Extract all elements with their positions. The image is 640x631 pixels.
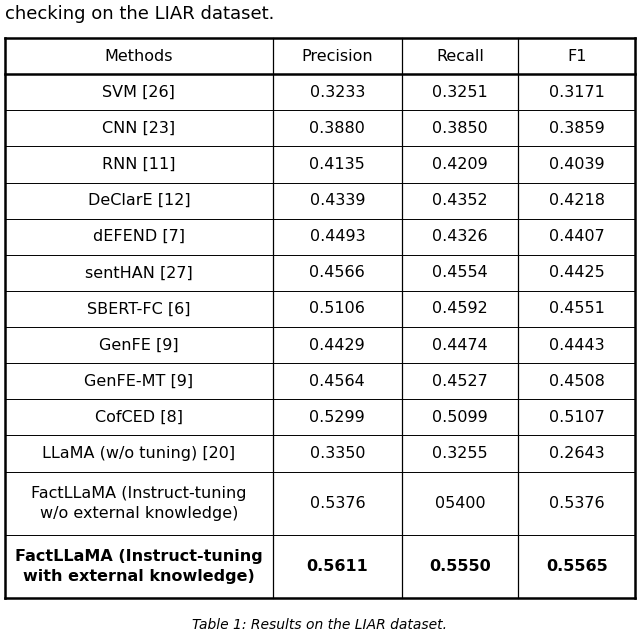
Text: 0.4429: 0.4429 xyxy=(310,338,365,353)
Text: 0.4339: 0.4339 xyxy=(310,193,365,208)
Text: 0.3850: 0.3850 xyxy=(432,121,488,136)
Text: 0.3233: 0.3233 xyxy=(310,85,365,100)
Text: 0.3255: 0.3255 xyxy=(433,446,488,461)
Text: 0.4209: 0.4209 xyxy=(432,157,488,172)
Text: 0.5106: 0.5106 xyxy=(309,302,365,317)
Text: SVM [26]: SVM [26] xyxy=(102,85,175,100)
Text: 0.5611: 0.5611 xyxy=(307,559,368,574)
Text: 0.4508: 0.4508 xyxy=(548,374,605,389)
Text: 0.5565: 0.5565 xyxy=(546,559,607,574)
Text: 0.5376: 0.5376 xyxy=(310,496,365,510)
Text: FactLLaMA (Instruct-tuning
w/o external knowledge): FactLLaMA (Instruct-tuning w/o external … xyxy=(31,486,246,521)
Text: checking on the LIAR dataset.: checking on the LIAR dataset. xyxy=(5,5,275,23)
Text: 0.2643: 0.2643 xyxy=(549,446,605,461)
Text: dEFEND [7]: dEFEND [7] xyxy=(93,229,185,244)
Text: RNN [11]: RNN [11] xyxy=(102,157,175,172)
Text: Methods: Methods xyxy=(104,49,173,64)
Text: 0.3880: 0.3880 xyxy=(309,121,365,136)
Text: 0.4218: 0.4218 xyxy=(548,193,605,208)
Text: 0.4326: 0.4326 xyxy=(433,229,488,244)
Text: 0.4352: 0.4352 xyxy=(433,193,488,208)
Text: FactLLaMA (Instruct-tuning
with external knowledge): FactLLaMA (Instruct-tuning with external… xyxy=(15,549,263,584)
Text: 0.5299: 0.5299 xyxy=(310,410,365,425)
Text: 0.4474: 0.4474 xyxy=(432,338,488,353)
Text: 0.5550: 0.5550 xyxy=(429,559,491,574)
Text: 0.4554: 0.4554 xyxy=(432,266,488,280)
Text: 0.5099: 0.5099 xyxy=(432,410,488,425)
Text: Recall: Recall xyxy=(436,49,484,64)
Text: GenFE-MT [9]: GenFE-MT [9] xyxy=(84,374,193,389)
Text: 05400: 05400 xyxy=(435,496,486,510)
Text: 0.3251: 0.3251 xyxy=(432,85,488,100)
Text: 0.4425: 0.4425 xyxy=(549,266,605,280)
Text: LLaMA (w/o tuning) [20]: LLaMA (w/o tuning) [20] xyxy=(42,446,236,461)
Text: 0.3859: 0.3859 xyxy=(549,121,605,136)
Text: 0.3350: 0.3350 xyxy=(310,446,365,461)
Text: 0.4592: 0.4592 xyxy=(432,302,488,317)
Text: Precision: Precision xyxy=(301,49,373,64)
Text: 0.4566: 0.4566 xyxy=(310,266,365,280)
Text: GenFE [9]: GenFE [9] xyxy=(99,338,179,353)
Text: CNN [23]: CNN [23] xyxy=(102,121,175,136)
Text: 0.4135: 0.4135 xyxy=(310,157,365,172)
Text: 0.4527: 0.4527 xyxy=(432,374,488,389)
Text: CofCED [8]: CofCED [8] xyxy=(95,410,183,425)
Text: SBERT-FC [6]: SBERT-FC [6] xyxy=(87,302,191,317)
Text: 0.4564: 0.4564 xyxy=(310,374,365,389)
Text: DeClarE [12]: DeClarE [12] xyxy=(88,193,190,208)
Text: 0.4551: 0.4551 xyxy=(548,302,605,317)
Text: 0.4407: 0.4407 xyxy=(549,229,605,244)
Text: F1: F1 xyxy=(567,49,586,64)
Text: sentHAN [27]: sentHAN [27] xyxy=(85,266,193,280)
Text: Table 1: Results on the LIAR dataset.: Table 1: Results on the LIAR dataset. xyxy=(193,618,447,631)
Text: 0.3171: 0.3171 xyxy=(548,85,605,100)
Text: 0.5107: 0.5107 xyxy=(548,410,605,425)
Text: 0.4493: 0.4493 xyxy=(310,229,365,244)
Text: 0.4443: 0.4443 xyxy=(549,338,605,353)
Text: 0.4039: 0.4039 xyxy=(549,157,605,172)
Text: 0.5376: 0.5376 xyxy=(549,496,605,510)
